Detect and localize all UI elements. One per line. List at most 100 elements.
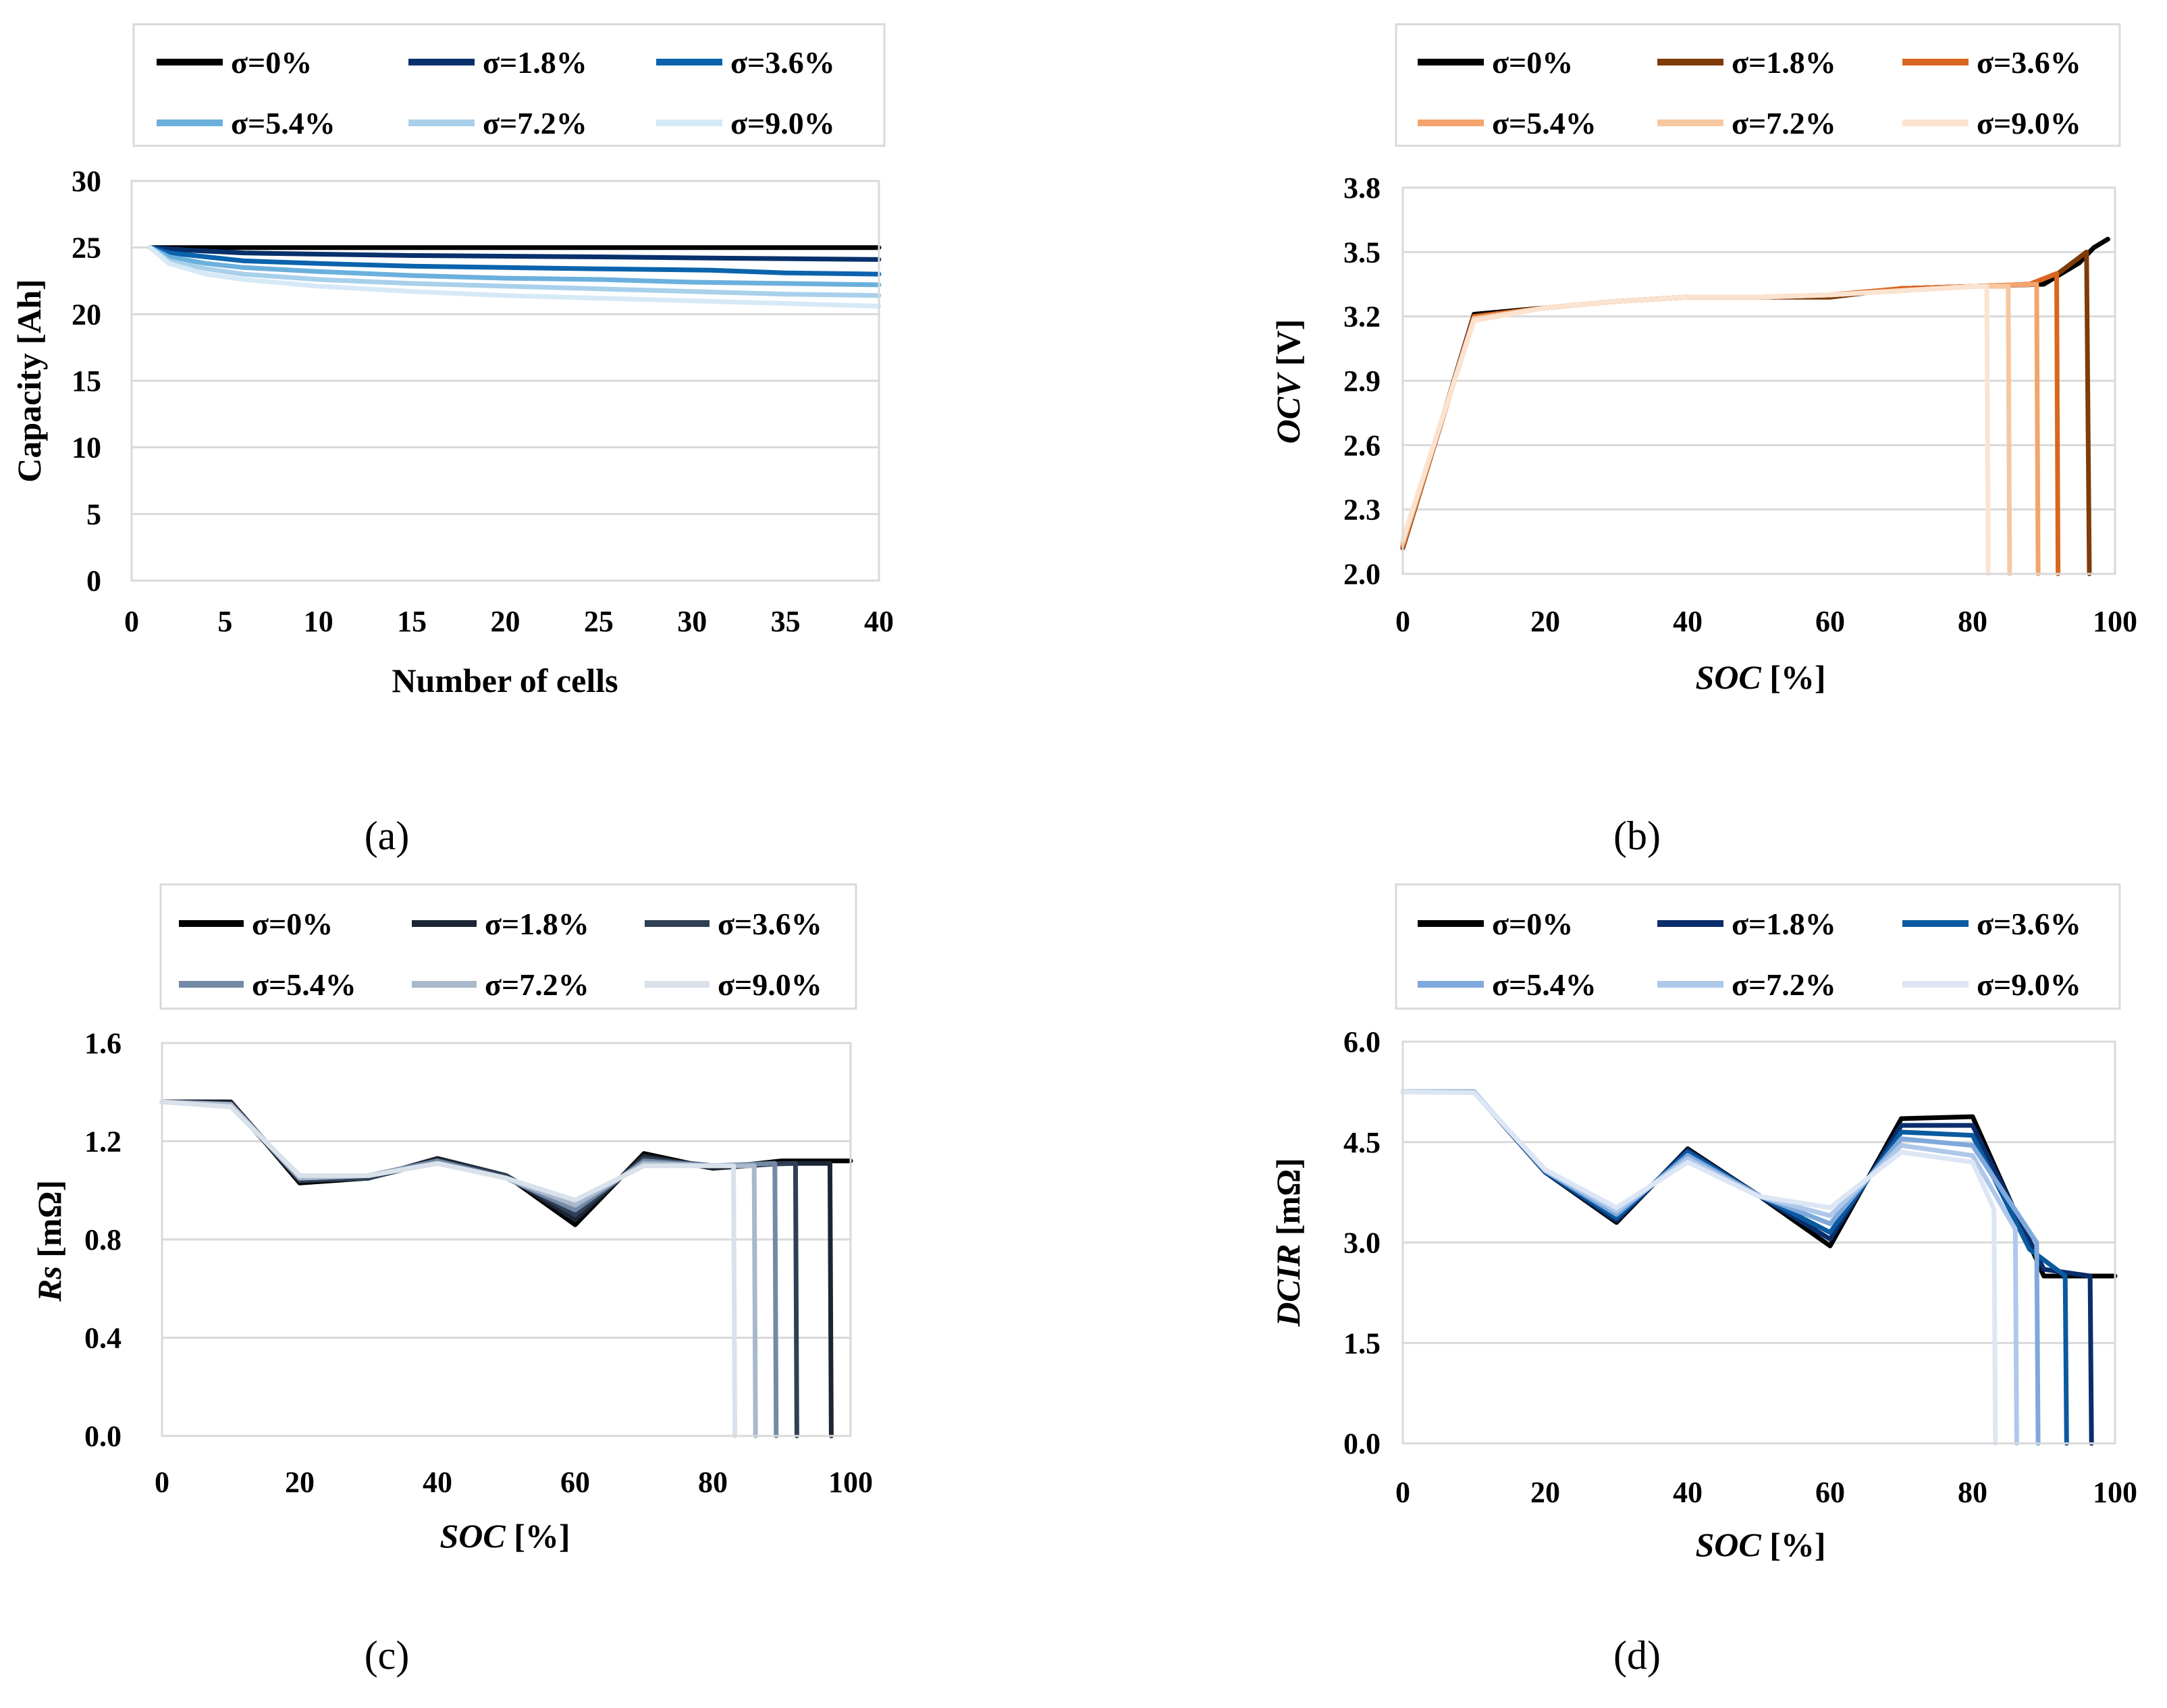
legend-label: σ=5.4% (252, 967, 356, 1002)
x-tick-label: 60 (1815, 1476, 1845, 1509)
gridlines (1403, 1040, 2115, 1445)
series-line-3 (1400, 1089, 2041, 1446)
y-tick-label: 0.8 (84, 1223, 122, 1256)
x-tick-label: 5 (217, 605, 232, 638)
x-tick-label: 25 (584, 605, 614, 638)
y-axis-label-italic: OCV (1269, 372, 1307, 444)
series-line-4 (1400, 284, 2012, 577)
series-line-5 (1400, 284, 1991, 577)
x-tick-label: 80 (698, 1466, 728, 1499)
x-tick-label: 0 (1395, 1476, 1410, 1509)
legend-label: σ=0% (1492, 45, 1573, 80)
y-tick-label: 6.0 (1343, 1025, 1381, 1059)
x-axis-label-unit: [%] (506, 1517, 570, 1555)
panel-label: (b) (1613, 813, 1661, 858)
y-tick-label: 3.8 (1343, 171, 1381, 205)
legend-label: σ=3.6% (730, 45, 835, 80)
y-tick-label: 4.5 (1343, 1126, 1381, 1159)
legend: σ=0% σ=1.8% σ=3.6% σ=5.4% σ=7.2% σ=9.0% (1418, 45, 2081, 140)
series-line-2 (148, 245, 882, 277)
y-tick-label: 15 (72, 365, 101, 398)
y-tick-label: 0.4 (84, 1322, 122, 1355)
x-tick-label: 60 (1815, 605, 1845, 638)
gridlines (132, 180, 879, 582)
legend-label: σ=7.2% (485, 967, 589, 1002)
y-axis-label: DCIR [mΩ] (1269, 1158, 1307, 1327)
y-axis-label-unit: [mΩ] (30, 1180, 68, 1266)
x-axis-label-italic: SOC (1695, 1526, 1761, 1564)
y-axis-label: Rs [mΩ] (30, 1180, 68, 1302)
series-line-1 (159, 1099, 834, 1439)
x-tick-label: 40 (864, 605, 894, 638)
panel-d: σ=0% σ=1.8% σ=3.6% σ=5.4% σ=7.2% σ=9.0% 0.0 1.… (1269, 883, 2137, 1678)
x-tick-label: 100 (2093, 1476, 2137, 1509)
legend-label: σ=1.8% (1732, 45, 1836, 80)
x-tick-label: 40 (1673, 605, 1703, 638)
y-tick-labels: 0 5 10 15 20 25 30 (72, 165, 101, 597)
series-line-5 (1400, 1089, 1998, 1446)
series-line-4 (1400, 1089, 2019, 1446)
plot-area (130, 180, 880, 582)
y-tick-label: 25 (72, 232, 101, 265)
legend-label: σ=5.4% (1492, 967, 1597, 1002)
y-tick-label: 2.3 (1343, 493, 1381, 527)
legend-label: σ=0% (231, 45, 312, 80)
series-line-3 (1400, 282, 2041, 577)
legend-label: σ=9.0% (1977, 106, 2081, 140)
y-tick-label: 3.5 (1343, 236, 1381, 269)
series-lines (1400, 1089, 2118, 1446)
legend-label: σ=7.2% (1732, 106, 1836, 140)
legend-label: σ=3.6% (1977, 45, 2081, 80)
x-tick-label: 30 (677, 605, 707, 638)
series-line-1 (148, 245, 882, 262)
y-tick-label: 0.0 (1343, 1427, 1381, 1460)
y-tick-label: 0.0 (84, 1420, 122, 1453)
y-tick-labels: 0.0 1.5 3.0 4.5 6.0 (1343, 1025, 1381, 1460)
gridlines (162, 1042, 851, 1437)
series-line-4 (148, 245, 882, 298)
panel-b: σ=0% σ=1.8% σ=3.6%σ=5.4% σ=7.2% σ=9.0% 2.02.… (1269, 23, 2137, 858)
axes (161, 1042, 852, 1437)
x-tick-label: 40 (423, 1466, 452, 1499)
plot-area (161, 1042, 852, 1437)
x-axis-label-italic: SOC (439, 1517, 506, 1555)
panel-label: (c) (365, 1633, 410, 1678)
y-axis-label: OCV [V] (1269, 319, 1307, 444)
legend-label: σ=7.2% (483, 106, 587, 140)
series-line-5 (159, 1099, 738, 1439)
y-axis-label-unit: [V] (1269, 319, 1307, 375)
legend-box (132, 23, 886, 147)
panel-c: σ=0% σ=1.8% σ=3.6%σ=5.4% σ=7.2% σ=9.0% 0.00.… (30, 883, 873, 1678)
series-line-2 (1400, 271, 2061, 577)
y-tick-labels: 2.0 2.3 2.6 2.9 3.2 3.5 3.8 (1343, 171, 1381, 591)
panel-a: σ=0% σ=1.8% σ=3.6% σ=5.4% σ=7.2% σ=9.0% 0 5 10 1… (10, 23, 894, 858)
x-tick-label: 10 (304, 605, 333, 638)
plot-area (1401, 1040, 2116, 1445)
legend-label: σ=1.8% (1732, 907, 1836, 941)
y-tick-label: 3.2 (1343, 300, 1381, 333)
y-tick-label: 30 (72, 165, 101, 198)
legend-box (1395, 883, 2121, 1010)
legend-label: σ=3.6% (718, 907, 822, 941)
x-tick-label: 20 (285, 1466, 315, 1499)
x-tick-label: 20 (1530, 1476, 1560, 1509)
series-lines (159, 1099, 853, 1439)
y-axis-label-unit: [mΩ] (1269, 1158, 1307, 1244)
plot-area (1401, 186, 2116, 575)
x-tick-label: 0 (124, 605, 139, 638)
y-tick-label: 20 (72, 298, 101, 331)
x-axis-label: SOC [%] (1695, 658, 1825, 696)
y-axis-label: Capacity [Ah] (10, 279, 48, 482)
legend-label: σ=5.4% (231, 106, 336, 140)
legend-label: σ=9.0% (730, 106, 835, 140)
y-tick-labels: 0.0 0.4 0.8 1.2 1.6 (84, 1027, 122, 1453)
x-axis-label-italic: SOC (1695, 658, 1761, 696)
x-tick-label: 20 (1530, 605, 1560, 638)
axes (130, 180, 880, 582)
x-tick-label: 20 (491, 605, 520, 638)
legend: σ=0% σ=1.8% σ=3.6% σ=5.4% σ=7.2% σ=9.0% (1418, 907, 2081, 1002)
x-tick-label: 80 (1958, 1476, 1987, 1509)
y-tick-label: 2.6 (1343, 429, 1381, 462)
x-axis-label-unit: [%] (1761, 658, 1826, 696)
legend: σ=0% σ=1.8% σ=3.6% σ=5.4% σ=7.2% σ=9.0% (179, 907, 822, 1002)
